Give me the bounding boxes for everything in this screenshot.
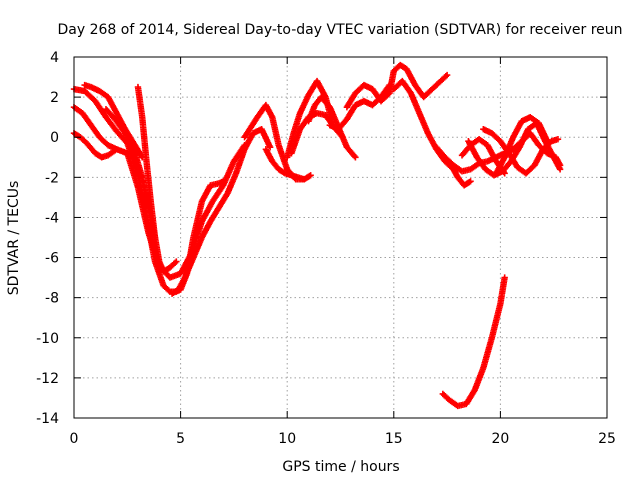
x-axis-label: GPS time / hours (282, 459, 399, 475)
data-point (442, 73, 450, 80)
x-tick-label: 25 (598, 431, 616, 447)
data-series-arc-6 (102, 105, 159, 241)
y-tick-label: 2 (50, 90, 59, 106)
y-tick-label: -14 (36, 411, 59, 427)
data-point (501, 274, 508, 281)
x-tick-label: 5 (176, 431, 185, 447)
data-series-arc-14 (343, 61, 451, 111)
data-point (467, 178, 474, 185)
data-point (307, 172, 314, 179)
x-tick-label: 0 (70, 431, 79, 447)
plot-frame (73, 56, 608, 419)
data-point (352, 154, 359, 161)
data-point (151, 234, 159, 241)
y-tick-label: -2 (45, 170, 59, 186)
data-point (351, 152, 358, 160)
data-point (501, 170, 508, 177)
x-tick-label: 10 (278, 431, 296, 447)
data-point (544, 138, 551, 145)
y-tick-label: -8 (45, 291, 59, 307)
y-tick-label: -6 (45, 251, 59, 267)
data-series-arc-2 (70, 103, 248, 281)
data-series-arc-20 (458, 136, 508, 177)
data-point (554, 136, 562, 143)
marker-layer (70, 61, 564, 410)
data-point (173, 258, 180, 265)
y-tick-label: 4 (50, 50, 59, 66)
data-series-arc-9 (262, 146, 314, 183)
data-point (306, 172, 313, 180)
data-series-arc-3 (70, 130, 120, 161)
x-tick-label: 20 (491, 431, 509, 447)
data-series-arc-21 (439, 274, 508, 410)
data-point (171, 259, 179, 266)
y-tick-label: 0 (50, 130, 59, 146)
y-axis-label: SDTVAR / TECUs (6, 181, 22, 296)
x-tick-label: 15 (385, 431, 403, 447)
data-point (466, 178, 473, 186)
tick-layer: 0 5 10 15 20 25 -14 -12 -10 -8 -6 -4 -2 0 2 4 (36, 50, 616, 447)
y-tick-label: -4 (45, 210, 59, 226)
chart-title: Day 268 of 2014, Sidereal Day-to-day VTE… (57, 22, 622, 38)
y-tick-label: -10 (36, 331, 59, 347)
data-point (443, 71, 451, 79)
data-point (556, 166, 564, 173)
data-point (113, 146, 120, 153)
data-series-arc-7 (168, 126, 274, 297)
data-series-arc-19 (492, 113, 551, 177)
y-tick-label: -12 (36, 371, 59, 387)
data-point (266, 144, 274, 151)
